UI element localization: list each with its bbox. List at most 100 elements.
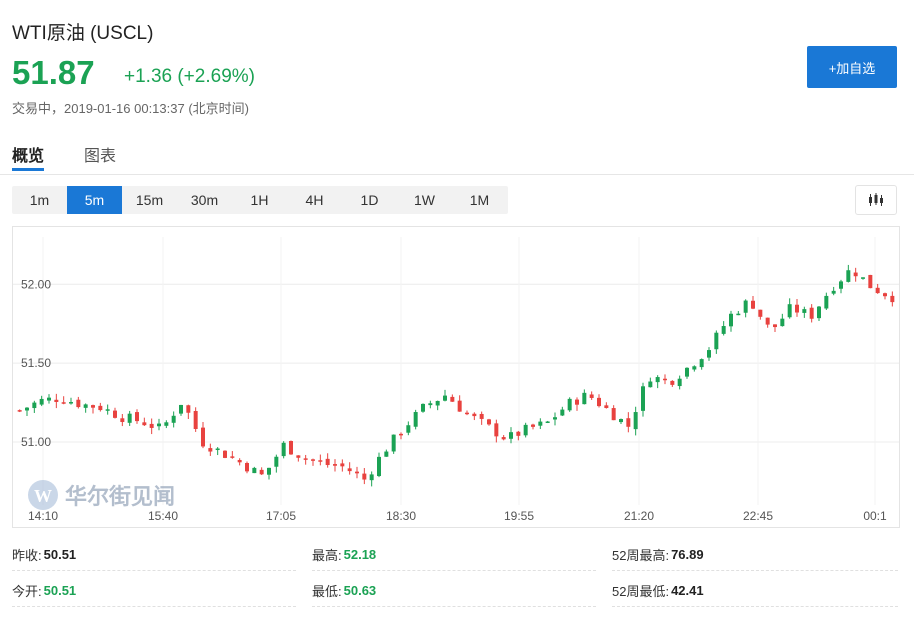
- svg-text:W: W: [34, 486, 52, 506]
- candle-body: [76, 399, 81, 408]
- candle-body: [648, 381, 653, 388]
- candle-body: [369, 474, 374, 481]
- candle-body: [39, 398, 44, 405]
- stat-52w-high: 52周最高: 76.89: [612, 538, 898, 571]
- candle-body: [707, 350, 711, 358]
- candle-body: [61, 402, 66, 404]
- candle-body: [736, 313, 741, 316]
- interval-15m[interactable]: 15m: [135, 192, 164, 208]
- candle-body: [325, 458, 330, 466]
- candle-body: [597, 397, 601, 407]
- stat-high: 最高: 52.18: [312, 538, 596, 571]
- instrument-title: WTI原油 (USCL): [12, 23, 154, 44]
- candle-body: [281, 442, 286, 457]
- candle-body: [377, 456, 381, 477]
- candle-body: [311, 459, 315, 461]
- x-tick-label: 21:20: [624, 509, 654, 523]
- candle-body: [729, 313, 733, 327]
- candle-body: [575, 399, 579, 405]
- candle-body: [47, 397, 51, 401]
- candle-body: [875, 287, 880, 294]
- candle-body: [589, 394, 594, 398]
- tab-overview[interactable]: 概览: [12, 148, 45, 165]
- candle-body: [164, 422, 169, 426]
- interval-4h[interactable]: 4H: [305, 192, 324, 208]
- active-tab-indicator: [12, 168, 44, 171]
- candle-body: [751, 300, 755, 309]
- candle-body: [516, 431, 521, 436]
- candle-body: [186, 405, 191, 413]
- candle-body: [406, 425, 411, 433]
- watermark-text: 华尔街见闻: [65, 484, 175, 509]
- candle-body: [105, 409, 110, 411]
- candle-body: [685, 367, 689, 377]
- price-change: +1.36 (+2.69%): [124, 66, 255, 87]
- candle-body: [626, 418, 631, 427]
- candle-body: [421, 403, 425, 412]
- chart-type-button[interactable]: [855, 185, 897, 215]
- candle-body: [560, 409, 565, 416]
- candle-body: [215, 448, 220, 451]
- candle-body: [135, 412, 139, 422]
- candle-body: [91, 405, 95, 408]
- candle-body: [758, 309, 763, 317]
- candle-body: [193, 410, 198, 429]
- candle-body: [487, 419, 491, 425]
- candle-body: [501, 437, 506, 440]
- candle-body: [692, 366, 697, 370]
- candle-body: [32, 402, 37, 409]
- interval-selector: 1m 5m 15m 30m 1H 4H 1D 1W 1M: [12, 186, 508, 214]
- candle-body: [267, 467, 271, 475]
- candle-body: [553, 417, 557, 420]
- stat-prev-close: 昨收: 50.51: [12, 538, 296, 571]
- candle-body: [223, 450, 227, 458]
- candle-body: [817, 306, 821, 319]
- watermark: W 华尔街见闻: [28, 480, 175, 510]
- candle-body: [883, 293, 887, 297]
- interval-1mo[interactable]: 1M: [469, 192, 490, 208]
- candle-body: [347, 468, 352, 472]
- tab-chart[interactable]: 图表: [84, 148, 117, 165]
- candle-body: [318, 460, 323, 462]
- add-to-watchlist-button[interactable]: +加自选: [807, 46, 897, 88]
- candle-body: [802, 309, 807, 313]
- candle-body: [333, 464, 337, 466]
- interval-30m[interactable]: 30m: [190, 192, 219, 208]
- candle-body: [113, 410, 117, 418]
- candle-body: [245, 462, 249, 472]
- x-tick-label: 17:05: [266, 509, 296, 523]
- candle-body: [428, 403, 433, 406]
- candle-body: [274, 456, 279, 467]
- candle-body: [472, 413, 477, 417]
- candle-body: [450, 396, 455, 402]
- y-tick-label: 51.00: [21, 435, 51, 449]
- candlestick-chart: W 华尔街见闻 52.00 51.50 51.00 14:10 15:40 17:05 1…: [13, 237, 899, 523]
- candle-body: [17, 410, 22, 412]
- watermark-logo-icon: [28, 480, 58, 510]
- candle-body: [413, 412, 418, 427]
- candle-body: [846, 270, 851, 282]
- stat-open: 今开: 50.51: [12, 574, 296, 607]
- candle-body: [721, 326, 726, 334]
- interval-5m[interactable]: 5m: [67, 186, 122, 214]
- stat-low: 最低: 50.63: [312, 574, 596, 607]
- candle-body: [340, 463, 345, 467]
- candle-body: [523, 424, 528, 436]
- candle-body: [787, 304, 792, 318]
- candle-body: [479, 413, 484, 419]
- interval-1m[interactable]: 1m: [29, 192, 50, 208]
- trading-status-time: 交易中，2019-01-16 00:13:37 (北京时间): [12, 101, 249, 116]
- interval-1h[interactable]: 1H: [250, 192, 269, 208]
- candle-body: [384, 451, 389, 457]
- candle-body: [765, 317, 770, 325]
- price-chart[interactable]: W 华尔街见闻 52.00 51.50 51.00 14:10 15:40 17:05 1…: [12, 226, 900, 528]
- interval-1w[interactable]: 1W: [414, 192, 435, 208]
- candle-body: [743, 300, 748, 313]
- candle-body: [611, 408, 616, 421]
- interval-1d[interactable]: 1D: [360, 192, 379, 208]
- candle-body: [435, 400, 440, 406]
- candle-body: [25, 407, 29, 411]
- candle-body: [604, 405, 609, 409]
- candle-body: [237, 459, 242, 463]
- candle-body: [868, 274, 873, 289]
